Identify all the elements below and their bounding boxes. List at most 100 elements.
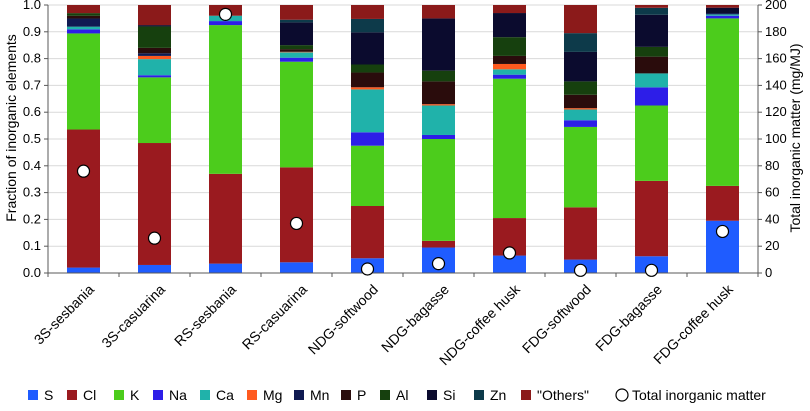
bar-segment-cl (635, 180, 668, 257)
bar-segment-k (635, 105, 668, 181)
bar-segment-k (280, 61, 313, 168)
bar-segment-na (422, 134, 455, 139)
scatter-point (360, 262, 375, 276)
scatter-point (218, 7, 233, 21)
y-axis-tick-labels: 0.0 0.1 0.2 0.3 0.4 0.5 0.6 0.7 0.8 0.9 1.0 (23, 0, 41, 280)
bar-segment-cl (209, 173, 242, 264)
y-tick-label: 0.1 (23, 238, 41, 253)
bar-segment-al (67, 13, 100, 16)
bar-segment-k (209, 25, 242, 174)
bar-segment-na (280, 57, 313, 62)
bar-segment-al (564, 81, 597, 95)
x-axis-category-labels: 3S-sesbania 3S-casuarina RS-sesbania RS-cas… (31, 280, 737, 368)
bar-segment-others (564, 5, 597, 34)
bar-segment-mg (138, 55, 171, 60)
bar-segment-s (138, 264, 171, 273)
legend-marker-circle (615, 388, 629, 402)
legend-label: Mn (310, 387, 329, 403)
legend-label: Na (169, 387, 187, 403)
y2-tick-label: 60 (765, 185, 779, 200)
legend-label: Al (396, 387, 408, 403)
y-tick-label: 0.9 (23, 24, 41, 39)
x-category-label: 3S-sesbania (31, 281, 97, 347)
legend-swatch (200, 390, 210, 400)
y2-axis-title: Total inorganic matter (mg/MJ) (787, 43, 803, 232)
bar-segment-others (635, 5, 668, 8)
bar-segment-si (351, 32, 384, 65)
bar-segment-ca (422, 105, 455, 135)
bar-segment-p (280, 49, 313, 52)
bar-segment-cl (564, 207, 597, 260)
y2-tick-label: 160 (765, 51, 787, 66)
bar-segment-ca (635, 73, 668, 88)
bar-segment-others (280, 5, 313, 20)
legend-swatch (521, 390, 531, 400)
y-tick-label: 0.8 (23, 51, 41, 66)
bar-segment-k (422, 139, 455, 241)
bar-segment-p (564, 94, 597, 109)
bar-segment-si (280, 22, 313, 46)
bar-segment-s (493, 255, 526, 273)
bar-segment-k (67, 33, 100, 130)
y-tick-label: 0.7 (23, 77, 41, 92)
scatter-point (76, 164, 91, 178)
bar-segment-others (351, 5, 384, 19)
bar-segment-k (351, 145, 384, 206)
bar-segment-al (351, 64, 384, 73)
y2-tick-label: 140 (765, 77, 787, 92)
legend-label: Zn (490, 387, 506, 403)
legend-label: K (130, 387, 140, 403)
scatter-point (715, 224, 730, 239)
bar-segment-p (635, 56, 668, 74)
legend-swatch (114, 390, 124, 400)
legend: S Cl K Na Ca Mg Mn P Al Si Zn "Others" Total inorgan… (28, 387, 766, 403)
y2-tick-label: 40 (765, 211, 779, 226)
legend-label: S (44, 387, 53, 403)
bar-segment-na (493, 74, 526, 79)
y2-tick-label: 100 (765, 131, 787, 146)
x-category-label: RS-sesbania (171, 281, 239, 349)
bar-segment-ca (67, 26, 100, 30)
bar-segment-ca (493, 69, 526, 75)
x-category-label: FDG-bagasse (592, 281, 665, 354)
y-tick-label: 0.2 (23, 211, 41, 226)
bar-segment-mg (564, 108, 597, 110)
bar-segment-p (67, 15, 100, 19)
bar-segment-k (138, 77, 171, 144)
bar-segment-s (209, 263, 242, 273)
bar-segment-si (635, 14, 668, 47)
bar-segment-ca (564, 109, 597, 121)
bar-segment-si (493, 13, 526, 38)
bar-segment-ca (138, 59, 171, 76)
bar-segment-zn (635, 7, 668, 15)
legend-swatch (380, 390, 390, 400)
bar-segment-si (564, 51, 597, 82)
bar-segment-k (564, 126, 597, 208)
bar-segment-al (280, 45, 313, 50)
bar-segment-mn (706, 13, 739, 15)
bar-segment-s (280, 262, 313, 273)
y2-tick-label: 20 (765, 238, 779, 253)
y2-tick-label: 200 (765, 0, 787, 12)
bar-segment-k (706, 18, 739, 186)
bar-segment-na (564, 120, 597, 127)
bar-segment-others (67, 5, 100, 14)
bar-segment-na (209, 21, 242, 26)
bars-layer (67, 5, 739, 273)
y-tick-label: 0.4 (23, 158, 41, 173)
bar-segment-al (493, 37, 526, 56)
bar-segment-zn (351, 18, 384, 33)
legend-label: Cl (83, 387, 96, 403)
bar-segment-ca (280, 52, 313, 58)
bar-segment-p (138, 47, 171, 54)
bar-segment-others (138, 5, 171, 26)
bar-segment-others (493, 5, 526, 14)
bar-segment-ca (706, 14, 739, 16)
bar-segment-cl (706, 185, 739, 221)
bar-segment-al (138, 26, 171, 48)
legend-swatch (294, 390, 304, 400)
bar-segment-na (138, 75, 171, 78)
x-category-label: FDG-softwood (519, 281, 594, 356)
bar-segment-si (706, 7, 739, 14)
